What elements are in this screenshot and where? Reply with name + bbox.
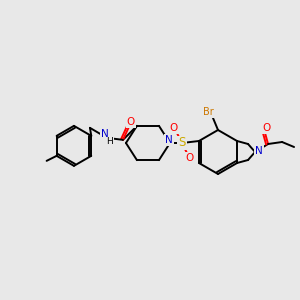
Text: O: O: [170, 123, 178, 133]
Text: H: H: [106, 137, 113, 146]
Text: N: N: [255, 146, 263, 156]
Text: N: N: [165, 135, 173, 145]
Text: O: O: [127, 117, 135, 127]
Text: Br: Br: [202, 107, 213, 117]
Text: O: O: [262, 123, 270, 133]
Text: N: N: [101, 129, 109, 139]
Text: S: S: [178, 136, 186, 149]
Text: O: O: [186, 153, 194, 163]
